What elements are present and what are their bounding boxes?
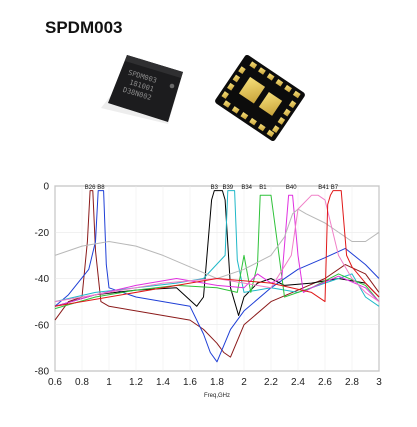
x-tick-label: 1.2 xyxy=(129,377,143,388)
x-tick-label: 2.2 xyxy=(264,377,278,388)
series-line-4 xyxy=(54,190,380,307)
solder-pad xyxy=(292,90,301,99)
x-tick-label: 0.6 xyxy=(48,377,62,388)
series-line-6 xyxy=(54,194,380,307)
y-axis: 0 -20 -40 -60 -80 xyxy=(35,182,50,378)
solder-pad xyxy=(277,116,286,125)
solder-pad xyxy=(231,106,240,114)
x-tick-label: 0.8 xyxy=(75,377,89,388)
series-line-1 xyxy=(54,190,380,358)
x-tick-label: 2.8 xyxy=(345,377,359,388)
solder-pad xyxy=(238,66,246,75)
solder-pad xyxy=(257,123,266,132)
solder-pad xyxy=(272,125,280,134)
pin1-dot xyxy=(169,83,175,89)
band-label: B34 xyxy=(241,185,252,191)
solder-pad xyxy=(266,73,275,81)
chart: 0 -20 -40 -60 -80 0.6 0.8 1 1.2 1.4 1.6 1.8 2 2.2 2.4… xyxy=(35,182,383,400)
product-title: SPDM003 xyxy=(45,18,123,37)
y-tick-label: -20 xyxy=(35,228,50,239)
solder-pad xyxy=(249,117,257,126)
series-line-2 xyxy=(54,190,380,363)
x-tick-label: 3 xyxy=(376,377,382,388)
x-tick-label: 1 xyxy=(106,377,112,388)
solder-pad xyxy=(223,100,231,108)
x-tick-label: 1.6 xyxy=(183,377,197,388)
band-label: B41 xyxy=(318,185,329,191)
x-tick-label: 2.4 xyxy=(291,377,305,388)
y-tick-label: -40 xyxy=(35,274,50,285)
band-label: B7 xyxy=(331,185,339,191)
y-tick-label: 0 xyxy=(43,182,49,193)
y-tick-label: -60 xyxy=(35,320,50,331)
x-tick-label: 1.8 xyxy=(210,377,224,388)
solder-pad xyxy=(284,84,292,93)
solder-pad xyxy=(258,67,266,75)
solder-pad xyxy=(275,78,284,87)
solder-pad xyxy=(227,82,235,91)
chip-bottom-view xyxy=(215,54,305,142)
solder-pad xyxy=(240,112,249,120)
band-label: B39 xyxy=(222,185,233,191)
band-label: B8 xyxy=(97,185,105,191)
x-tick-label: 2.6 xyxy=(318,377,332,388)
band-label: B1 xyxy=(259,185,267,191)
band-label: B40 xyxy=(286,185,297,191)
chip-top-view: SPDM003 181001 D38N002 xyxy=(101,55,183,124)
x-tick-label: 1.4 xyxy=(156,377,170,388)
series-line-5 xyxy=(54,194,380,310)
solder-pad xyxy=(283,108,291,117)
solder-pad xyxy=(232,74,241,83)
x-axis: 0.6 0.8 1 1.2 1.4 1.6 1.8 2 2.2 2.4 2.6 2.8 3 xyxy=(48,377,382,388)
solder-pad xyxy=(288,100,297,109)
band-label: B26 xyxy=(85,185,96,191)
series-group xyxy=(54,190,380,363)
x-axis-label: Freq,GHz xyxy=(204,393,230,399)
series-line-7 xyxy=(54,208,380,279)
solder-pad xyxy=(266,129,275,138)
series-line-8 xyxy=(54,194,380,303)
band-labels: B26 B8 B3 B39 B34 B1 B40 B41 B7 xyxy=(85,185,339,191)
band-label: B3 xyxy=(211,185,219,191)
series-line-9 xyxy=(54,190,380,307)
x-tick-label: 2 xyxy=(241,377,247,388)
series-line-3 xyxy=(54,190,380,316)
solder-pad xyxy=(249,61,258,69)
solder-pad xyxy=(221,91,229,99)
y-tick-label: -80 xyxy=(35,367,50,378)
